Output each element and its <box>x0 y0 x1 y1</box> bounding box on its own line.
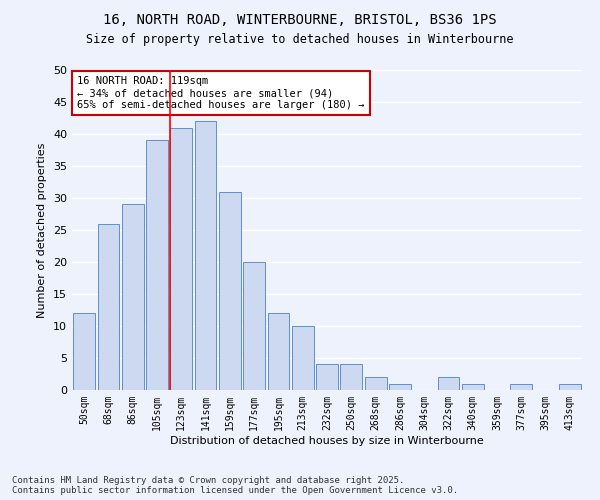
Bar <box>243 262 265 390</box>
Bar <box>389 384 411 390</box>
Bar <box>97 224 119 390</box>
Bar <box>316 364 338 390</box>
Text: Contains HM Land Registry data © Crown copyright and database right 2025.
Contai: Contains HM Land Registry data © Crown c… <box>12 476 458 495</box>
Bar <box>146 140 168 390</box>
Bar <box>511 384 532 390</box>
Bar <box>73 313 95 390</box>
Text: 16, NORTH ROAD, WINTERBOURNE, BRISTOL, BS36 1PS: 16, NORTH ROAD, WINTERBOURNE, BRISTOL, B… <box>103 12 497 26</box>
Text: 16 NORTH ROAD: 119sqm
← 34% of detached houses are smaller (94)
65% of semi-deta: 16 NORTH ROAD: 119sqm ← 34% of detached … <box>77 76 365 110</box>
Bar <box>268 313 289 390</box>
Bar <box>340 364 362 390</box>
Text: Size of property relative to detached houses in Winterbourne: Size of property relative to detached ho… <box>86 32 514 46</box>
Bar <box>194 121 217 390</box>
Bar <box>462 384 484 390</box>
Bar <box>170 128 192 390</box>
Bar <box>219 192 241 390</box>
Y-axis label: Number of detached properties: Number of detached properties <box>37 142 47 318</box>
Bar <box>122 204 143 390</box>
Bar <box>559 384 581 390</box>
Bar <box>292 326 314 390</box>
Bar <box>365 377 386 390</box>
Bar <box>437 377 460 390</box>
X-axis label: Distribution of detached houses by size in Winterbourne: Distribution of detached houses by size … <box>170 436 484 446</box>
